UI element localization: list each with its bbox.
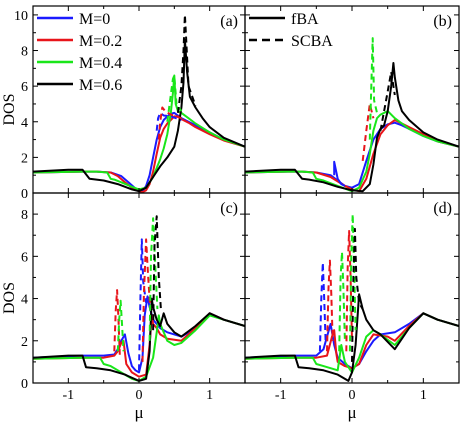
panel-d: -1 0 1 μ (d) (244, 192, 460, 422)
panel-a-legend-label-0: M=0 (79, 11, 110, 28)
panel-c-xtick-label: 1 (206, 388, 213, 403)
panel-a-ytick-label: 0 (21, 187, 28, 202)
panel-a-series-6-dashed-line (166, 74, 183, 122)
panel-b-series-1-solid-line (245, 119, 459, 193)
panel-c-series-9-dashed-line (152, 215, 162, 331)
panel-b-series-5-dashed-line (361, 103, 375, 162)
panel-d-letter: (d) (433, 200, 452, 217)
panel-c-ytick-label: 4 (21, 293, 28, 308)
panel-c-letter: (c) (220, 200, 238, 217)
panel-d-xtick-label: -1 (275, 388, 287, 403)
panel-b-series-0-solid-line (245, 121, 459, 189)
panel-b-series-6-dashed-line (368, 37, 378, 140)
panel-a-legend-label-3: M=0.6 (79, 77, 122, 94)
panel-a-ylabel: DOS (1, 93, 18, 125)
panel-b-letter: (b) (433, 13, 452, 30)
panel-d-series-7-dashed-line (345, 230, 353, 352)
panel-b-series-3-solid-line (245, 62, 459, 193)
panel-c-xtick-label: 0 (136, 388, 143, 403)
panel-a-ytick-label: 2 (21, 151, 28, 166)
panel-a-series-0-solid-line (33, 111, 245, 193)
panel-a-ytick-label: 6 (21, 80, 28, 95)
panel-c-series-2-solid-line (33, 314, 245, 382)
panel-d-xtick-label: 0 (349, 388, 356, 403)
panel-c-xtick-label: -1 (62, 388, 74, 403)
panel-b-series-7-dashed-line (379, 70, 396, 131)
panel-c-series-8-dashed-line (148, 217, 159, 341)
panel-d-xtick-label: 1 (420, 388, 427, 403)
panel-b-legend-label-1: SCBA (291, 33, 333, 50)
panel-c-xlabel: μ (134, 403, 143, 422)
panel-b: (b) fBA SCBA (244, 5, 460, 194)
panel-b-series (245, 37, 459, 193)
panel-a-ytick-label: 4 (21, 116, 28, 131)
panel-a: 0 2 4 6 8 10 DOS (a) M=0 M=0.2 M=0.4 M=0.6 (1, 5, 246, 202)
panel-c-series (33, 215, 245, 382)
panel-c-ytick-label: 0 (21, 377, 28, 392)
panel-d-xlabel: μ (347, 403, 356, 422)
panel-a-series-1-solid-line (33, 115, 245, 193)
panel-d-series-3-solid-line (245, 293, 459, 382)
panel-b-frame (244, 5, 460, 194)
panel-a-ytick-label: 8 (21, 45, 28, 60)
panel-d-series-6-dashed-line (338, 251, 346, 352)
panel-a-series (33, 13, 245, 193)
panel-c-series-7-dashed-line (116, 299, 125, 352)
panel-d-series-5-dashed-line (326, 259, 334, 352)
panel-c-series-3-solid-line (33, 297, 245, 382)
panel-c-ylabel: DOS (1, 282, 18, 314)
panel-a-legend-label-1: M=0.2 (79, 33, 122, 50)
panel-d-series-9-dashed-line (351, 227, 364, 362)
panel-c-ytick-label: 8 (21, 208, 28, 223)
panel-b-series-2-solid-line (245, 110, 459, 193)
panel-a-frame (32, 5, 246, 194)
panel-d-series (245, 213, 459, 382)
panel-c-series-5-dashed-line (113, 289, 121, 358)
panel-a-legend-label-2: M=0.4 (79, 55, 122, 72)
panel-d-series-8-dashed-line (348, 213, 357, 352)
panel-c-series-6-dashed-line (141, 238, 152, 362)
panel-d-series-4-dashed-line (318, 261, 327, 352)
panel-a-series-5-dashed-line (157, 106, 182, 140)
panel-c-ytick-label: 6 (21, 250, 28, 265)
panel-c: 0 2 4 6 8 -1 0 1 μ DOS (c) (1, 192, 246, 422)
panel-a-series-3-solid-line (33, 38, 245, 193)
panel-b-legend-label-0: fBA (291, 11, 319, 28)
panel-c-ytick-label: 2 (21, 335, 28, 350)
panel-a-series-2-solid-line (33, 74, 245, 191)
panel-a-letter: (a) (220, 13, 238, 30)
panel-a-ytick-label: 10 (14, 9, 28, 24)
panel-b-series-4-solid-line (333, 160, 346, 187)
